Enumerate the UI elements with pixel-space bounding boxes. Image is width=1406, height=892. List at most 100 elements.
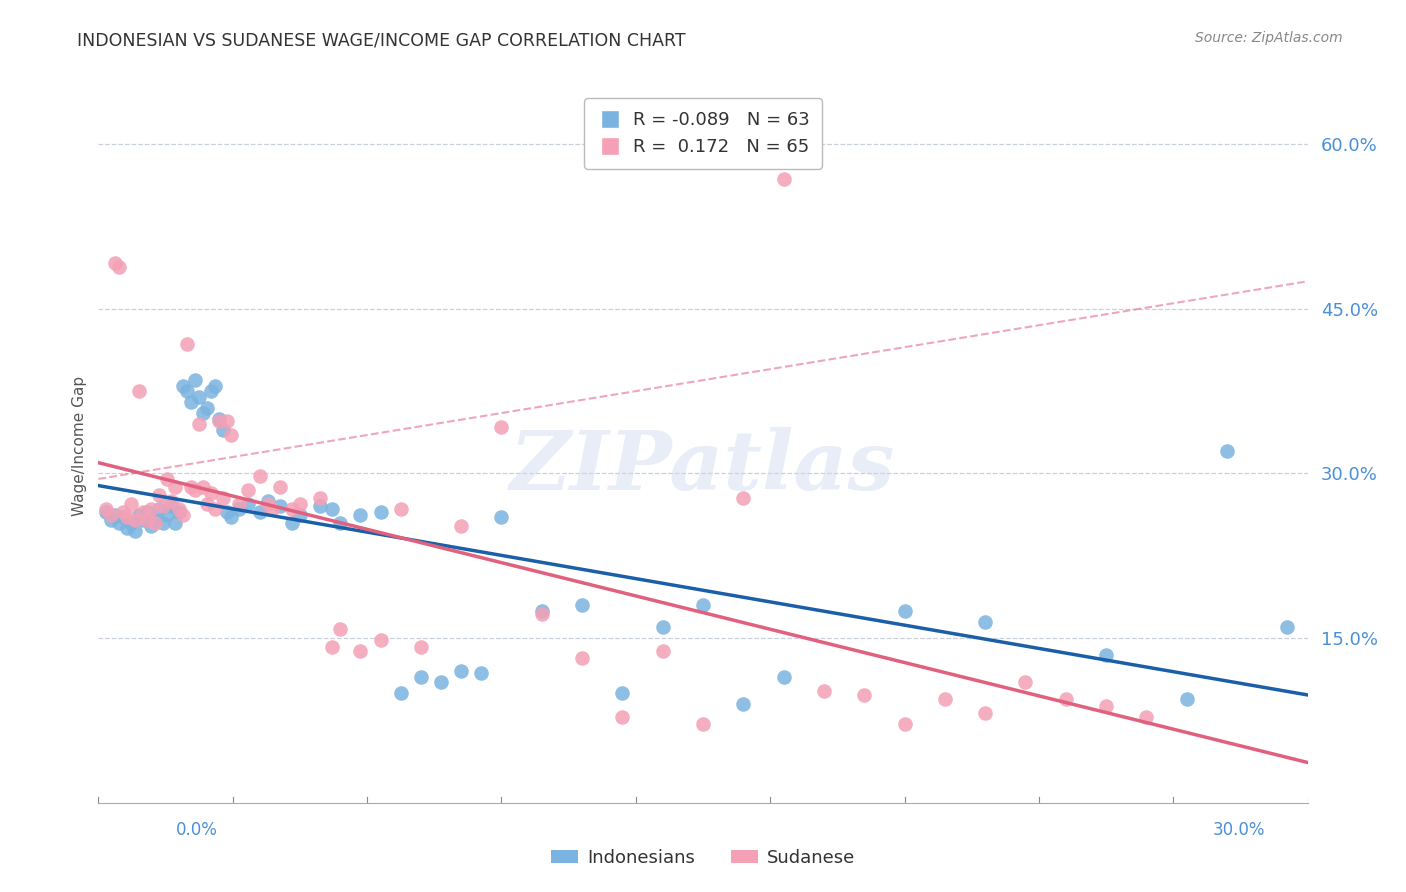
Point [491,420,513,434]
Point [132,512,155,526]
Point [100,512,122,526]
Point [208,411,231,425]
Point [160,500,183,514]
Point [148,501,170,516]
Point [143,512,166,526]
Point [172,508,194,523]
Point [236,497,259,511]
Point [934,691,956,706]
Point [256,494,278,508]
Point [1095,648,1118,662]
Point [124,524,146,538]
Point [200,384,222,398]
Point [204,378,226,392]
Point [195,497,218,511]
Point [139,501,162,516]
Point [1095,699,1118,714]
Point [571,651,593,665]
Point [180,395,202,409]
Point [470,666,492,681]
Point [772,172,794,186]
Point [176,384,198,398]
Point [128,508,150,523]
Point [1014,675,1036,690]
Point [692,716,714,731]
Point [228,501,250,516]
Point [370,633,392,648]
Point [132,505,155,519]
Point [160,494,183,508]
Point [733,491,755,505]
Point [853,688,876,702]
Point [974,706,997,720]
Point [651,620,673,634]
Point [120,497,142,511]
Point [813,683,835,698]
Point [111,505,134,519]
Point [221,428,243,442]
Point [135,512,157,526]
Point [208,414,231,428]
Point [195,401,218,415]
Point [128,384,150,398]
Point [260,501,283,516]
Point [188,417,211,431]
Point [1277,620,1299,634]
Point [167,505,190,519]
Point [309,500,332,514]
Point [152,516,174,530]
Point [370,505,392,519]
Point [236,483,259,497]
Point [115,521,138,535]
Point [772,669,794,683]
Point [180,480,202,494]
Point [96,501,118,516]
Point [193,480,215,494]
Point [120,516,142,530]
Point [409,640,432,654]
Point [321,501,343,516]
Point [172,378,194,392]
Point [530,607,553,621]
Point [212,423,235,437]
Point [256,497,278,511]
Point [115,510,138,524]
Point [389,501,412,516]
Point [349,644,371,658]
Point [1175,691,1198,706]
Point [651,644,673,658]
Point [139,519,162,533]
Point [217,414,239,428]
Point [184,373,207,387]
Point [309,491,332,505]
Point [329,516,352,530]
Point [103,508,125,523]
Point [321,640,343,654]
Point [152,500,174,514]
Point [409,669,432,683]
Point [96,505,118,519]
Point [1054,691,1077,706]
Point [491,510,513,524]
Point [200,486,222,500]
Point [163,516,186,530]
Point [193,406,215,420]
Point [692,598,714,612]
Point [571,598,593,612]
Legend: R = -0.089   N = 63, R =  0.172   N = 65: R = -0.089 N = 63, R = 0.172 N = 65 [583,98,823,169]
Point [184,483,207,497]
Point [281,516,304,530]
Point [228,497,250,511]
Point [893,716,915,731]
Point [1135,710,1157,724]
Point [148,488,170,502]
Point [167,501,190,516]
Point [269,500,291,514]
Point [430,675,453,690]
Text: ZIPatlas: ZIPatlas [510,427,896,508]
Text: 0.0%: 0.0% [176,821,218,838]
Point [530,604,553,618]
Point [124,512,146,526]
Point [176,337,198,351]
Point [100,508,122,523]
